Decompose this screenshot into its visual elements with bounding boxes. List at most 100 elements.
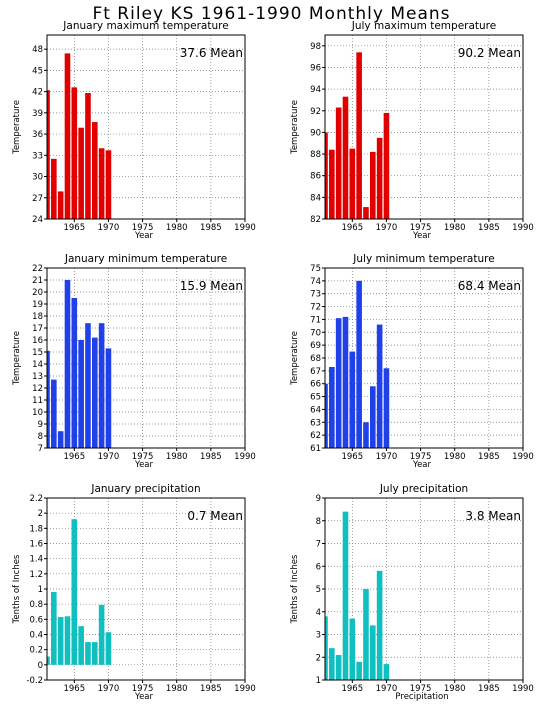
bar-1970 [383,112,390,219]
y-tick-label: 1 [38,585,43,595]
bar-1961 [47,350,50,448]
x-tick-label: 1970 [98,452,120,462]
bar-1963 [57,191,64,219]
bar-1962 [329,149,335,219]
x-tick-label: 1990 [234,684,256,694]
y-tick-label: 8 [38,432,43,442]
y-tick-label: 17 [32,324,43,334]
y-tick-label: 82 [310,215,321,225]
y-tick-label: 98 [310,42,321,52]
bar-1963 [335,318,342,448]
y-tick-label: 48 [32,45,43,55]
x-tick-label: 1965 [63,684,85,694]
bar-1966 [356,280,362,448]
y-tick-label: 72 [310,303,321,313]
x-tick-label: 1990 [234,452,256,462]
bar-1961 [47,656,50,665]
mean-annotation: 3.8 Mean [465,509,521,523]
y-tick-label: 19 [32,300,43,310]
y-tick-label: 4 [316,608,321,618]
bar-1970 [383,664,390,680]
chart-title: July precipitation [379,483,468,495]
y-tick-label: 69 [310,341,321,351]
y-tick-label: 27 [32,194,43,204]
bar-1966 [78,626,84,665]
bar-1965 [349,351,356,448]
y-tick-label: 21 [32,276,43,286]
mean-annotation: 0.7 Mean [187,509,243,523]
y-tick-label: 14 [32,360,43,370]
y-axis-label: Temperature [290,100,300,155]
bar-1970 [105,150,112,219]
x-tick-label: 1975 [410,452,432,462]
y-tick-label: 74 [310,277,321,287]
y-tick-label: 10 [32,408,43,418]
bar-1966 [356,661,362,680]
x-tick-label: 1985 [478,684,500,694]
bar-1962 [329,648,335,680]
bar-1966 [78,127,84,219]
bar-1964 [64,616,71,665]
bar-1966 [78,340,84,448]
y-tick-label: 63 [310,418,321,428]
y-tick-label: 73 [310,290,321,300]
y-tick-label: 22 [32,264,43,274]
y-tick-label: 9 [316,494,321,504]
y-tick-label: 66 [310,380,321,390]
bar-1961 [47,90,50,219]
x-tick-label: 1990 [234,223,256,233]
y-tick-label: 2 [38,509,43,519]
y-tick-label: 39 [32,109,43,119]
bar-1966 [356,52,362,220]
y-tick-label: 7 [316,540,321,550]
chart-january-min-temp: January minimum temperature 7 8 9 10 11 12 13 14… [12,253,256,470]
y-tick-label: 92 [310,107,321,117]
y-tick-label: 84 [310,193,321,203]
bar-1963 [57,431,64,448]
x-tick-label: 1985 [478,223,500,233]
bar-1968 [91,122,98,219]
y-tick-label: 70 [310,328,321,338]
x-axis-label: Year [134,231,154,241]
page-title: Ft Riley KS 1961-1990 Monthly Means [92,4,451,24]
x-tick-label: 1970 [376,452,398,462]
y-tick-label: 8 [316,517,321,527]
bar-1961 [325,383,328,448]
x-axis-label: Year [412,460,432,470]
y-tick-label: 68 [310,354,321,364]
y-tick-label: 64 [310,405,321,415]
bar-1963 [335,654,342,680]
y-tick-label: -0.2 [26,676,43,686]
y-tick-label: 20 [32,288,43,298]
y-tick-label: 12 [32,384,43,394]
y-axis-label: Tenths of Inches [290,554,300,624]
y-tick-label: 36 [32,130,43,140]
chart-january-precip: January precipitation -0.2 0 0.2 0.4 0.6 0.8 1 1… [12,483,256,702]
bar-1964 [342,96,349,219]
x-tick-label: 1970 [376,223,398,233]
y-tick-label: 61 [310,444,321,454]
mean-annotation: 37.6 Mean [180,46,243,60]
bar-1968 [91,337,98,448]
x-tick-label: 1990 [512,452,534,462]
bar-1963 [335,107,342,219]
bar-1962 [51,592,57,665]
bar-1967 [85,323,91,448]
y-tick-label: 90 [310,128,321,138]
bar-1970 [105,348,112,448]
y-tick-label: 94 [310,85,321,95]
chart-title: July minimum temperature [352,253,494,265]
y-tick-label: 9 [38,420,43,430]
bar-1964 [342,316,349,448]
x-tick-label: 1970 [98,684,120,694]
y-axis-label: Tenths of Inches [12,554,22,624]
bar-1964 [64,280,71,448]
x-tick-label: 1980 [166,452,188,462]
y-tick-label: 15 [32,348,43,358]
y-tick-label: 2 [316,653,321,663]
y-tick-label: 1 [316,676,321,686]
bar-1967 [85,642,91,665]
x-tick-label: 1980 [444,684,466,694]
plot-frame [324,34,524,220]
bar-1962 [329,367,335,448]
